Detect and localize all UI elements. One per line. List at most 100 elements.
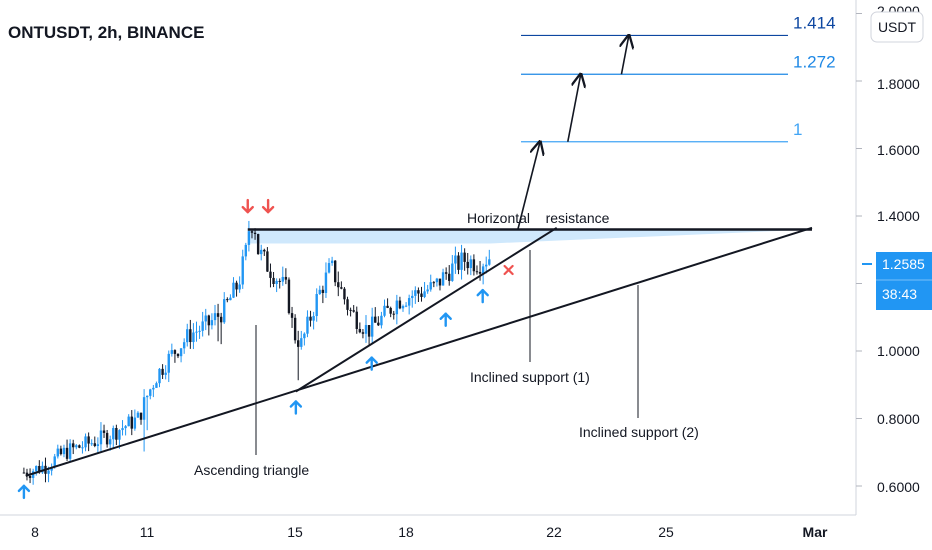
candle-body-87	[290, 313, 294, 318]
candle-body-73	[247, 231, 251, 245]
projection-arrows	[517, 35, 629, 230]
candle-body-120	[392, 313, 395, 315]
candle-body-131	[426, 289, 429, 292]
candle-body-10	[53, 456, 56, 468]
candle-body-51	[179, 348, 183, 357]
candle-body-72	[244, 244, 248, 257]
chart-title: ONTUSDT, 2h, BINANCE	[8, 23, 204, 42]
candle-body-55	[192, 332, 195, 343]
candle-body-49	[173, 350, 177, 354]
candle-body-134	[435, 278, 439, 283]
candle-body-46	[164, 372, 167, 375]
candle-body-29	[112, 428, 115, 440]
candle-body-57	[198, 330, 201, 332]
inclined-support-line-1	[295, 226, 558, 393]
candle-body-62	[213, 313, 217, 321]
candle-body-112	[367, 325, 371, 337]
candle-body-145	[469, 259, 473, 269]
candle-body-142	[460, 252, 463, 270]
candle-body-121	[395, 300, 399, 315]
candle-body-98	[324, 272, 328, 294]
date-label-25: 25	[658, 524, 674, 540]
candle-body-45	[161, 368, 164, 375]
candle-body-104	[343, 288, 346, 300]
candle-body-43	[155, 383, 158, 388]
candle-body-81	[272, 277, 275, 284]
date-label-8: 8	[31, 524, 39, 540]
candle-body-76	[256, 234, 260, 255]
date-label-22: 22	[546, 524, 562, 540]
candle-body-52	[182, 342, 186, 349]
price-tick-1-6: 1.6000	[877, 142, 920, 158]
candle-body-110	[361, 332, 365, 334]
candle-body-40	[145, 395, 149, 398]
candle-body-78	[263, 249, 266, 252]
candle-body-146	[472, 259, 476, 272]
price-tick-1-4: 1.4000	[877, 208, 920, 224]
label-inclined-support-2: Inclined support (2)	[579, 424, 699, 440]
candle-body-89	[297, 340, 300, 347]
candle-body-86	[287, 279, 291, 314]
candle-body-91	[303, 333, 306, 339]
up-arrow-icon-2	[365, 356, 378, 371]
candle-body-33	[124, 426, 127, 429]
candle-body-138	[448, 273, 451, 281]
current-price-label	[876, 252, 932, 310]
signal-markers	[17, 198, 514, 500]
candle-body-32	[121, 428, 124, 431]
label-inclined-support-1: Inclined support (1)	[470, 369, 590, 385]
candle-body-34	[127, 416, 130, 427]
candle-body-97	[321, 289, 325, 294]
candle-body-94	[312, 316, 315, 321]
candle-body-14	[65, 447, 69, 459]
candle-body-102	[337, 282, 340, 288]
candle-body-48	[170, 350, 174, 354]
price-tick-1-8: 1.8000	[877, 76, 920, 92]
candle-body-19	[81, 447, 84, 449]
fib-label-1272: 1.272	[793, 52, 836, 71]
trendline-group	[25, 226, 813, 477]
inclined-support-line-2	[25, 226, 813, 477]
label-ascending-triangle: Ascending triangle	[194, 462, 309, 478]
candle-body-95	[315, 294, 318, 317]
candle-body-39	[142, 397, 146, 420]
candle-body-13	[62, 447, 66, 455]
candle-body-84	[281, 276, 284, 282]
candle-body-6	[41, 465, 44, 473]
resistance-zone	[247, 229, 812, 244]
candle-body-115	[377, 322, 380, 326]
candle-body-63	[216, 313, 220, 317]
candle-body-37	[136, 412, 140, 418]
candle-body-35	[130, 416, 133, 429]
candle-body-93	[309, 316, 312, 321]
candle-body-109	[358, 328, 362, 333]
candle-body-132	[429, 282, 432, 290]
currency-badge[interactable]	[870, 11, 924, 43]
candle-body-41	[149, 389, 152, 396]
candle-body-99	[327, 263, 331, 273]
candle-body-127	[414, 290, 417, 296]
date-label-11: 11	[140, 524, 155, 540]
price-tick-marks	[856, 13, 862, 487]
date-label-15: 15	[287, 524, 303, 540]
currency-badge-label: USDT	[878, 19, 917, 35]
candle-body-17	[75, 445, 78, 448]
candle-body-68	[232, 282, 235, 298]
candle-body-148	[478, 271, 482, 274]
candle-body-77	[260, 249, 263, 255]
candle-body-122	[398, 300, 402, 309]
candle-body-75	[253, 232, 257, 235]
candle-body-100	[330, 260, 334, 264]
candle-body-80	[269, 271, 272, 278]
label-horizontal-resistance: Horizontal resistance	[467, 210, 610, 226]
candle-body-58	[201, 321, 204, 331]
candle-body-47	[167, 353, 170, 373]
fib-levels: 1.414 1.272 1	[521, 13, 836, 143]
candle-body-147	[475, 271, 479, 273]
candle-body-67	[229, 297, 232, 301]
candle-body-96	[318, 289, 321, 295]
candle-body-0	[22, 472, 26, 474]
fib-label-1414: 1.414	[793, 13, 836, 32]
projection-arrow-2	[621, 35, 628, 75]
